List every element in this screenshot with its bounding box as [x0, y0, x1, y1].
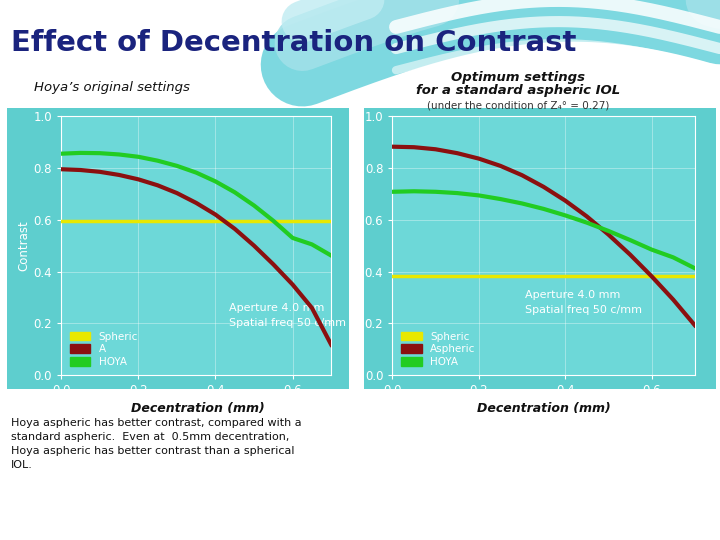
- Text: Aperture 4.0 mm
Spatial freq 50 c/mm: Aperture 4.0 mm Spatial freq 50 c/mm: [229, 303, 346, 328]
- Legend: Spheric, Aspheric, HOYA: Spheric, Aspheric, HOYA: [397, 329, 478, 370]
- Text: Hoya’s original settings: Hoya’s original settings: [34, 82, 189, 94]
- Text: Decentration (mm): Decentration (mm): [131, 402, 265, 415]
- Text: Decentration (mm): Decentration (mm): [477, 402, 611, 415]
- Text: for a standard aspheric IOL: for a standard aspheric IOL: [416, 84, 621, 97]
- Y-axis label: Contrast: Contrast: [18, 220, 31, 271]
- Text: (under the condition of Z₄° = 0.27): (under the condition of Z₄° = 0.27): [427, 100, 610, 111]
- Text: Effect of Decentration on Contrast: Effect of Decentration on Contrast: [11, 29, 576, 57]
- Text: Optimum settings: Optimum settings: [451, 71, 585, 84]
- Text: Hoya aspheric has better contrast, compared with a
standard aspheric.  Even at  : Hoya aspheric has better contrast, compa…: [11, 418, 302, 470]
- Text: Aperture 4.0 mm
Spatial freq 50 c/mm: Aperture 4.0 mm Spatial freq 50 c/mm: [526, 291, 642, 315]
- Legend: Spheric, A, HOYA: Spheric, A, HOYA: [66, 329, 141, 370]
